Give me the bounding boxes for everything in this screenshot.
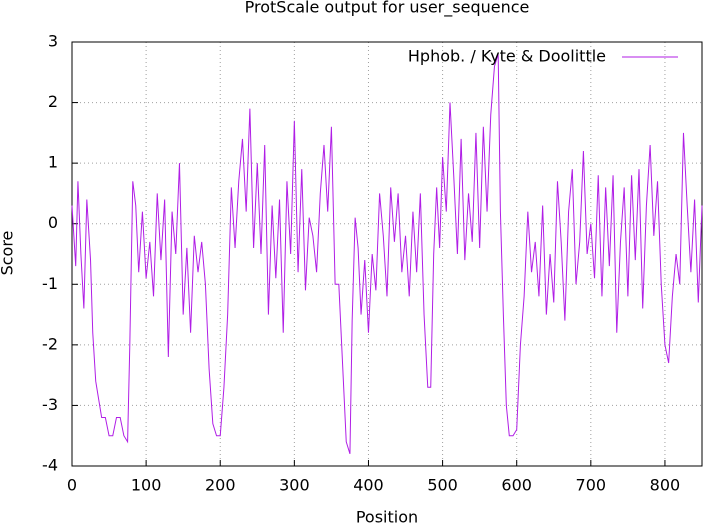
x-tick-label: 400 (353, 476, 384, 495)
y-tick-label: -1 (42, 274, 58, 293)
x-tick-label: 800 (650, 476, 681, 495)
y-tick-label: -2 (42, 334, 58, 353)
y-tick-label: 2 (48, 92, 58, 111)
x-tick-label: 300 (279, 476, 310, 495)
plot-border (71, 41, 703, 467)
x-tick-label: 0 (67, 476, 77, 495)
y-tick-label: 3 (48, 32, 58, 51)
x-tick-label: 500 (427, 476, 458, 495)
legend-label: Hphob. / Kyte & Doolittle (408, 47, 606, 66)
x-tick-label: 600 (501, 476, 532, 495)
x-tick-label: 200 (205, 476, 236, 495)
data-line (71, 53, 703, 455)
x-tick-label: 100 (131, 476, 162, 495)
y-tick-label: -3 (42, 395, 58, 414)
x-axis-label: Position (356, 508, 418, 527)
y-tick-label: 0 (48, 213, 58, 232)
y-tick-label: -4 (42, 456, 58, 475)
y-axis-label: Score (0, 231, 17, 276)
x-tick-label: 700 (576, 476, 607, 495)
y-tick-label: 1 (48, 153, 58, 172)
chart-title: ProtScale output for user_sequence (245, 0, 530, 18)
